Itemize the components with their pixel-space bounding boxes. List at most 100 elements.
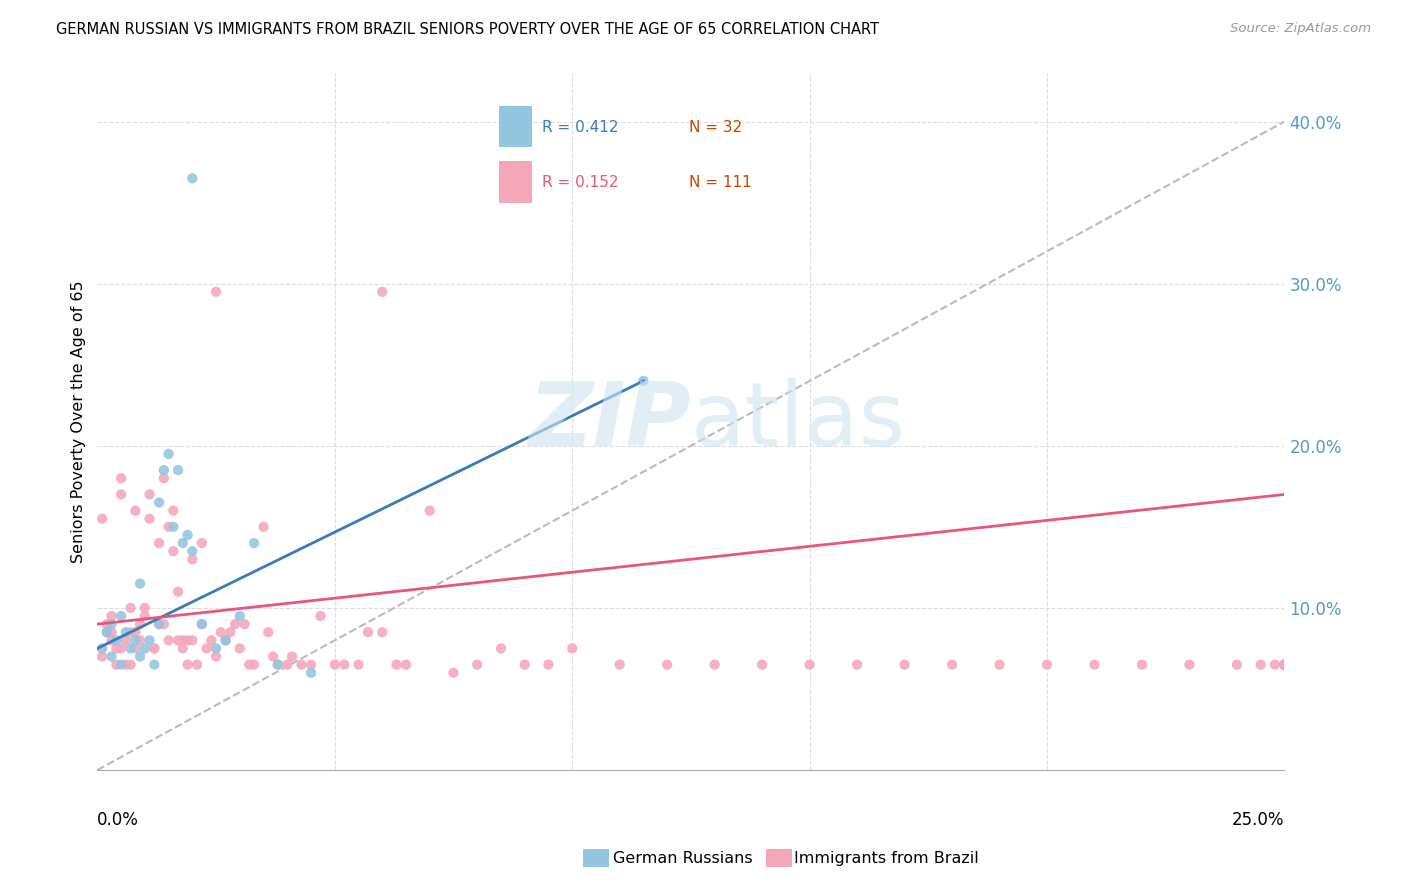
- Point: [91, 649, 114, 664]
- Point: [209, 625, 232, 640]
- Point: [181, 633, 204, 648]
- Point: [333, 657, 356, 672]
- Point: [148, 495, 170, 509]
- Point: [200, 633, 222, 648]
- Point: [162, 520, 184, 534]
- Point: [1250, 657, 1272, 672]
- Point: [1274, 657, 1296, 672]
- Point: [1274, 657, 1296, 672]
- Point: [176, 633, 198, 648]
- Point: [153, 471, 176, 485]
- Point: [105, 657, 128, 672]
- Point: [419, 503, 441, 517]
- Point: [267, 657, 290, 672]
- Point: [138, 633, 160, 648]
- Point: [110, 657, 132, 672]
- Point: [489, 641, 512, 656]
- Point: [167, 584, 190, 599]
- Point: [1083, 657, 1105, 672]
- Point: [181, 171, 204, 186]
- Point: [129, 617, 152, 632]
- Text: atlas: atlas: [690, 378, 905, 465]
- Point: [1036, 657, 1059, 672]
- Point: [1274, 657, 1296, 672]
- Point: [1274, 657, 1296, 672]
- Point: [181, 544, 204, 558]
- Point: [1274, 657, 1296, 672]
- Point: [129, 576, 152, 591]
- Point: [120, 625, 142, 640]
- Point: [96, 617, 118, 632]
- Point: [262, 649, 284, 664]
- Point: [214, 633, 236, 648]
- Point: [100, 633, 122, 648]
- Point: [1274, 657, 1296, 672]
- Point: [219, 625, 242, 640]
- Text: Immigrants from Brazil: Immigrants from Brazil: [794, 852, 979, 866]
- Point: [703, 657, 725, 672]
- Point: [138, 512, 160, 526]
- Point: [1274, 657, 1296, 672]
- Point: [371, 285, 394, 299]
- Point: [238, 657, 260, 672]
- Point: [134, 609, 156, 624]
- Point: [148, 536, 170, 550]
- Point: [115, 657, 138, 672]
- Point: [290, 657, 312, 672]
- Point: [124, 625, 146, 640]
- Point: [172, 633, 194, 648]
- Point: [124, 641, 146, 656]
- Point: [100, 625, 122, 640]
- Point: [846, 657, 869, 672]
- Point: [751, 657, 773, 672]
- Point: [172, 536, 194, 550]
- Point: [181, 552, 204, 566]
- Point: [1178, 657, 1201, 672]
- Point: [299, 657, 322, 672]
- Point: [252, 520, 274, 534]
- Point: [96, 625, 118, 640]
- Text: Source: ZipAtlas.com: Source: ZipAtlas.com: [1230, 22, 1371, 36]
- Point: [281, 649, 304, 664]
- Point: [110, 641, 132, 656]
- Point: [229, 641, 252, 656]
- Point: [143, 657, 166, 672]
- Point: [465, 657, 488, 672]
- Point: [1226, 657, 1249, 672]
- Point: [157, 447, 180, 461]
- Point: [195, 641, 218, 656]
- Point: [153, 617, 176, 632]
- Point: [162, 503, 184, 517]
- Point: [110, 487, 132, 501]
- Point: [134, 641, 156, 656]
- Text: German Russians: German Russians: [613, 852, 752, 866]
- Point: [120, 657, 142, 672]
- Point: [191, 536, 214, 550]
- Point: [157, 520, 180, 534]
- Point: [1274, 657, 1296, 672]
- Point: [513, 657, 536, 672]
- Point: [129, 633, 152, 648]
- Point: [153, 463, 176, 477]
- Point: [229, 609, 252, 624]
- Point: [267, 657, 290, 672]
- Point: [385, 657, 408, 672]
- Point: [105, 641, 128, 656]
- Point: [1274, 657, 1296, 672]
- Point: [143, 641, 166, 656]
- Text: ZIP: ZIP: [529, 378, 690, 465]
- Point: [138, 487, 160, 501]
- Point: [91, 641, 114, 656]
- Point: [988, 657, 1011, 672]
- Point: [100, 617, 122, 632]
- Point: [243, 657, 266, 672]
- Point: [105, 633, 128, 648]
- Point: [537, 657, 560, 672]
- Point: [120, 601, 142, 615]
- Point: [124, 503, 146, 517]
- Point: [134, 601, 156, 615]
- Point: [148, 617, 170, 632]
- Text: 0.0%: 0.0%: [97, 811, 139, 829]
- Point: [186, 657, 208, 672]
- Point: [96, 625, 118, 640]
